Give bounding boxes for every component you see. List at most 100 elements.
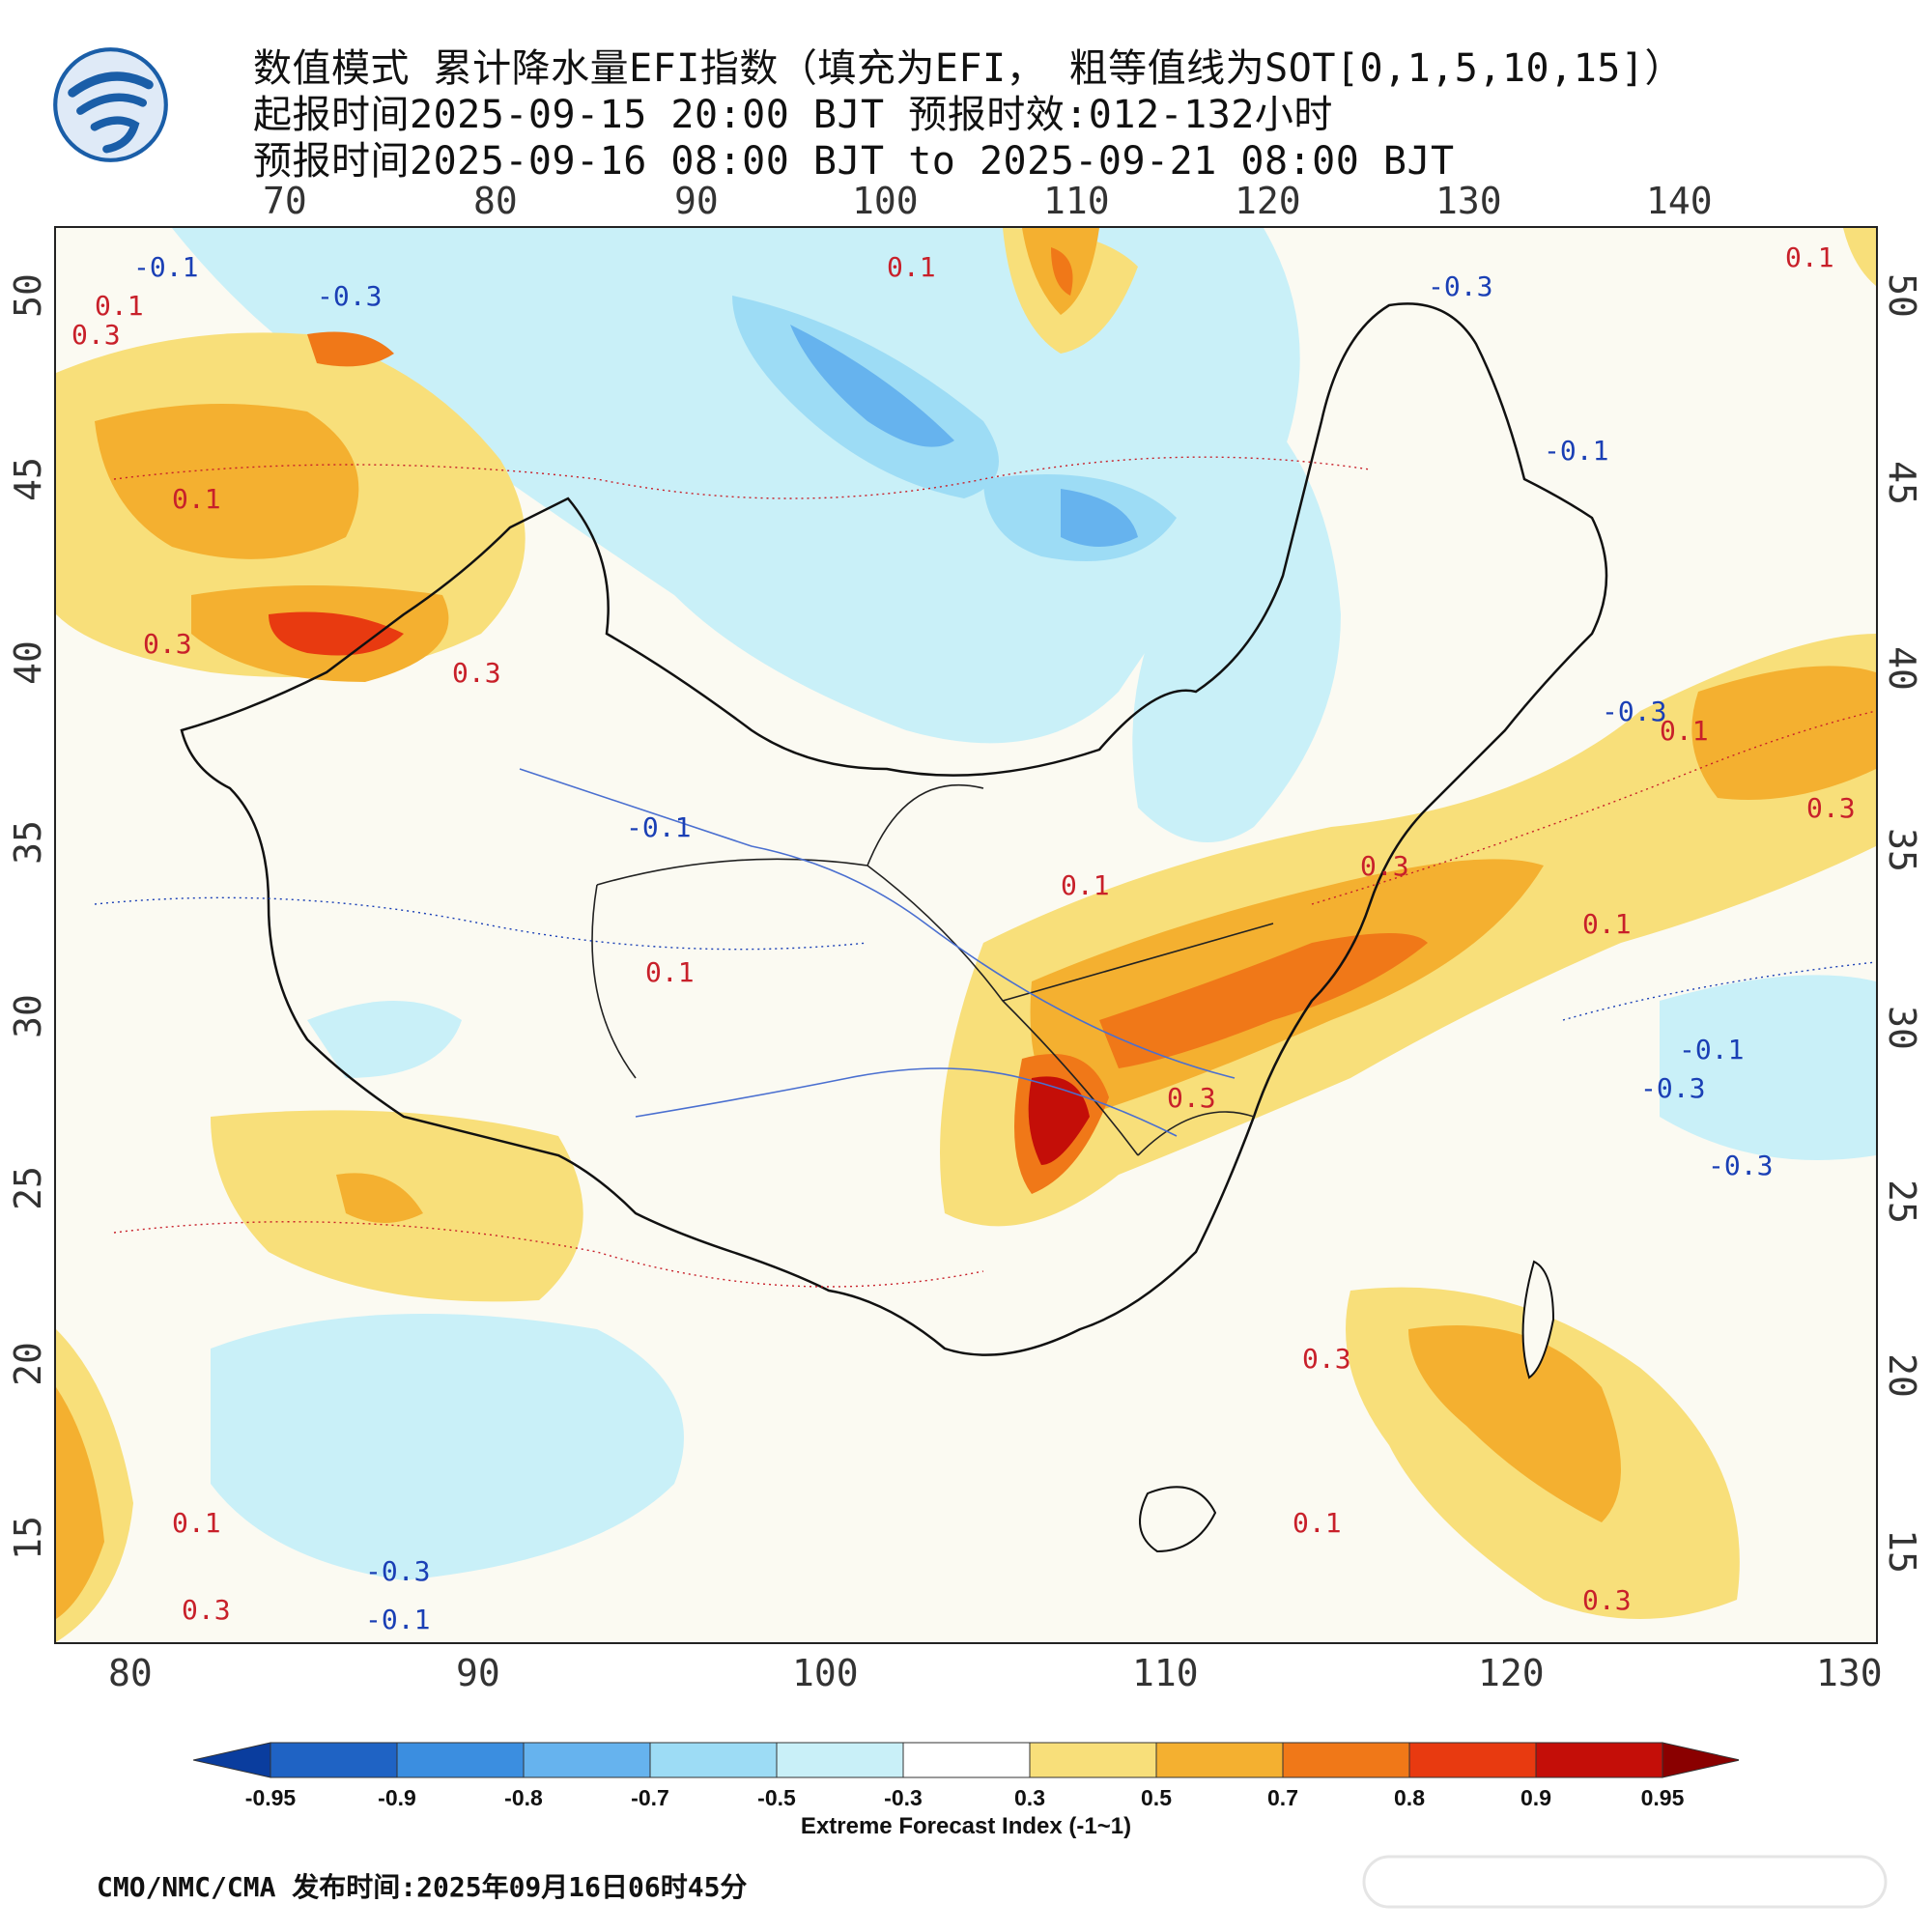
contour-label: 0.1	[95, 290, 144, 322]
contour-label: 0.1	[1061, 869, 1110, 901]
contour-label: 0.3	[1302, 1343, 1351, 1375]
efi-region-negative	[1660, 975, 1876, 1160]
top-lon-tick: 140	[1646, 180, 1713, 222]
top-lon-tick: 120	[1235, 180, 1301, 222]
china-border	[180, 302, 1608, 1356]
efi-region-positive	[1843, 228, 1876, 286]
efi-region-positive-strong	[1051, 247, 1073, 296]
colorbar-segment	[523, 1742, 651, 1778]
right-lat-tick: 45	[1880, 461, 1923, 505]
colorbar-segment	[1282, 1742, 1410, 1778]
province-boundary	[591, 783, 1274, 1156]
colorbar	[193, 1742, 1739, 1778]
contour-label: -0.1	[133, 251, 198, 283]
bottom-lon-tick: 130	[1816, 1652, 1883, 1694]
efi-region-positive-mid	[1408, 1325, 1621, 1522]
bottom-lon-tick: 100	[792, 1652, 859, 1694]
colorbar-tick-label: 0.7	[1267, 1785, 1298, 1810]
title-line-3: 预报时间2025-09-16 08:00 BJT to 2025-09-21 0…	[253, 139, 1455, 184]
contour-label: -0.3	[365, 1555, 430, 1587]
colorbar-title: Extreme Forecast Index (-1~1)	[800, 1813, 1132, 1839]
left-lat-tick: 30	[6, 994, 49, 1038]
river-line	[519, 768, 1236, 1137]
efi-region-positive-mid	[336, 1173, 423, 1223]
contour-label: 0.1	[1785, 242, 1834, 273]
bottom-lon-tick: 110	[1132, 1652, 1199, 1694]
efi-region-negative	[211, 1314, 684, 1580]
colorbar-tick-label: 0.8	[1394, 1785, 1425, 1810]
bottom-lon-tick: 90	[456, 1652, 500, 1694]
taiwan-island	[1521, 1260, 1555, 1379]
efi-map: -0.1 -0.3 0.1 0.3 0.1 0.3 0.3 -0.3 -0.1 …	[56, 228, 1876, 1642]
efi-region-positive-strong	[1099, 933, 1428, 1068]
contour-label: 0.3	[182, 1594, 231, 1626]
contour-label: -0.3	[317, 280, 382, 312]
colorbar-tick-label: -0.8	[504, 1785, 543, 1810]
contour-line	[113, 456, 1371, 499]
right-lat-tick: 25	[1880, 1179, 1923, 1224]
contour-line	[94, 896, 868, 951]
colorbar-tick-label: -0.95	[244, 1785, 297, 1810]
title-line-2: 起报时间2025-09-15 20:00 BJT 预报时效:012-132小时	[253, 93, 1333, 137]
right-lat-tick: 20	[1880, 1353, 1923, 1398]
colorbar-segment	[396, 1742, 525, 1778]
colorbar-segment	[270, 1742, 398, 1778]
contour-label: 0.3	[1360, 850, 1409, 882]
hainan-island	[1139, 1486, 1217, 1553]
right-lat-tick: 40	[1880, 646, 1923, 691]
contour-label: -0.3	[1602, 696, 1666, 727]
contour-label: 0.1	[645, 956, 695, 988]
efi-region-negative-strong	[790, 325, 954, 447]
right-lat-tick: 30	[1880, 1006, 1923, 1050]
efi-region-positive-strongest	[1028, 1076, 1090, 1165]
colorbar-tick-label: 0.95	[1640, 1785, 1685, 1810]
colorbar-segment	[1408, 1742, 1537, 1778]
left-lat-tick: 45	[6, 457, 49, 501]
left-lat-tick: 35	[6, 820, 49, 865]
efi-region-negative	[1132, 402, 1341, 842]
efi-region-negative	[172, 228, 1300, 744]
left-lat-tick: 50	[6, 273, 49, 318]
colorbar-segment	[1535, 1742, 1663, 1778]
right-lat-tick: 15	[1880, 1529, 1923, 1574]
contour-label: -0.3	[1428, 270, 1492, 302]
right-lat-tick: 50	[1880, 273, 1923, 318]
colorbar-arrow-right	[1662, 1742, 1739, 1778]
colorbar-tick-label: 0.5	[1141, 1785, 1172, 1810]
contour-label: 0.1	[887, 251, 936, 283]
contour-line	[1311, 710, 1876, 905]
contour-label: 0.1	[1582, 908, 1632, 940]
efi-region-positive-mid	[1691, 666, 1876, 800]
contour-label: -0.1	[365, 1604, 430, 1635]
left-lat-tick: 15	[6, 1516, 49, 1560]
contour-label: 0.3	[452, 657, 501, 689]
colorbar-tick-label: -0.9	[378, 1785, 416, 1810]
efi-region-positive-mid	[56, 1387, 104, 1619]
contour-label: 0.1	[1293, 1507, 1342, 1539]
top-lon-tick: 80	[473, 180, 518, 222]
colorbar-segment	[1029, 1742, 1157, 1778]
efi-region-negative-strong	[1061, 489, 1138, 547]
footer-credit: CMO/NMC/CMA 发布时间:2025年09月16日06时45分	[97, 1871, 748, 1903]
bottom-lon-tick: 80	[108, 1652, 153, 1694]
cma-logo-icon	[53, 47, 168, 162]
left-lat-tick: 20	[6, 1342, 49, 1386]
top-lon-tick: 70	[263, 180, 307, 222]
top-lon-tick: 130	[1435, 180, 1502, 222]
map-panel: -0.1 -0.3 0.1 0.3 0.1 0.3 0.3 -0.3 -0.1 …	[54, 226, 1878, 1644]
colorbar-arrow-left	[193, 1742, 271, 1778]
colorbar-tick-label: -0.5	[757, 1785, 796, 1810]
colorbar-segment	[902, 1742, 1031, 1778]
contour-label: -0.1	[1544, 435, 1608, 467]
efi-region-positive-strong	[307, 331, 394, 367]
colorbar-segment	[776, 1742, 904, 1778]
colorbar-tick-label: -0.3	[884, 1785, 923, 1810]
colorbar-segment	[649, 1742, 778, 1778]
top-lon-tick: 100	[852, 180, 919, 222]
contour-label: 0.1	[172, 483, 221, 515]
title-line-1: 数值模式 累计降水量EFI指数（填充为EFI， 粗等值线为SOT[0,1,5,1…	[253, 46, 1684, 91]
contour-label: -0.3	[1708, 1150, 1773, 1181]
contour-label: 0.3	[1806, 792, 1856, 824]
contour-label: -0.3	[1640, 1072, 1705, 1104]
colorbar-tick-label: 0.9	[1520, 1785, 1551, 1810]
